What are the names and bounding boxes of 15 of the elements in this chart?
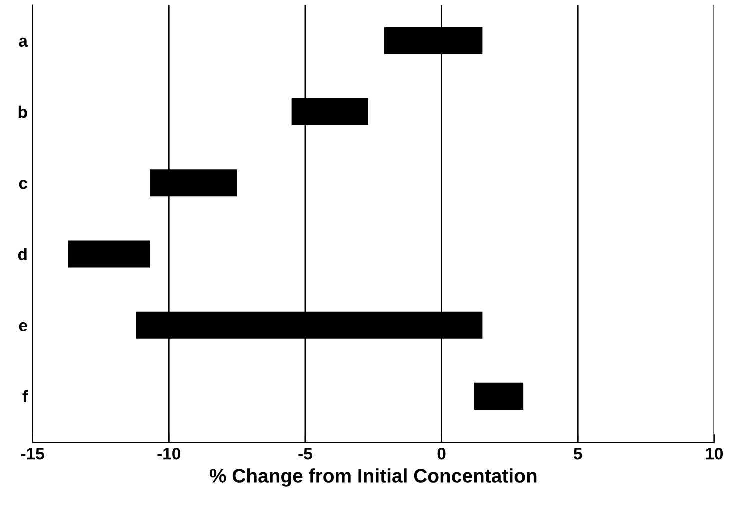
y-tick-label: d: [18, 248, 27, 260]
x-tick-label: 0: [438, 448, 446, 460]
y-tick-label: c: [19, 180, 28, 190]
x-tick-label: -15: [21, 448, 44, 460]
x-tick-label: 5: [574, 448, 582, 460]
y-tick-label: b: [18, 106, 28, 118]
bar: [474, 382, 524, 410]
bar: [68, 240, 150, 268]
x-axis-title: % Change from Initial Concentation: [210, 468, 537, 487]
x-tick-label: 10: [706, 448, 724, 460]
x-tick-label: -10: [158, 448, 180, 460]
x-tick-label: -5: [298, 448, 312, 460]
y-tick-label: e: [19, 322, 28, 332]
y-tick-label: f: [22, 390, 28, 402]
y-tick-label: a: [19, 38, 28, 48]
